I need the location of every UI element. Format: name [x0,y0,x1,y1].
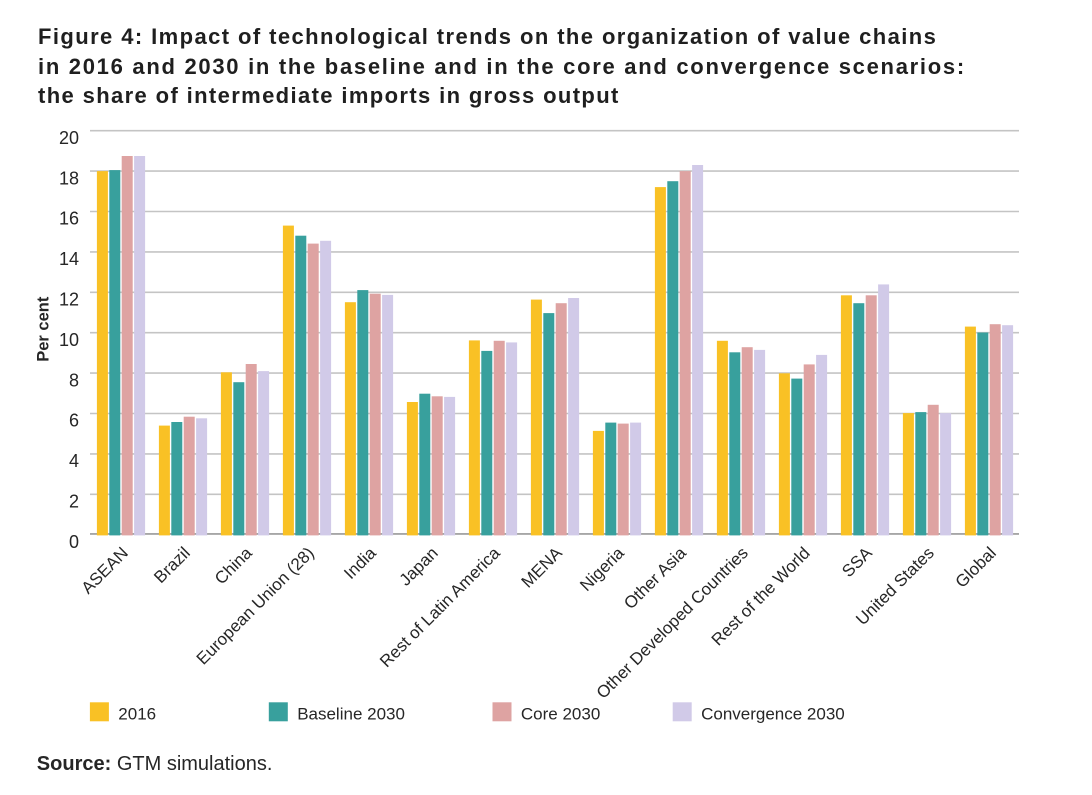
svg-text:ASEAN: ASEAN [78,543,132,597]
svg-text:10: 10 [59,330,79,350]
svg-text:8: 8 [69,370,79,390]
svg-text:Japan: Japan [396,543,442,589]
svg-text:0: 0 [69,532,79,552]
svg-text:2: 2 [69,492,79,512]
svg-text:16: 16 [59,209,79,229]
svg-text:Core 2030: Core 2030 [521,704,600,723]
svg-text:18: 18 [59,168,79,188]
svg-text:2016: 2016 [118,704,156,723]
svg-text:4: 4 [69,451,79,471]
svg-text:MENA: MENA [518,543,567,592]
svg-text:European Union (28): European Union (28) [193,543,318,668]
svg-text:14: 14 [59,249,79,269]
svg-text:Nigeria: Nigeria [576,543,628,595]
svg-text:20: 20 [59,128,79,148]
svg-text:Baseline 2030: Baseline 2030 [297,704,405,723]
svg-text:SSA: SSA [838,543,876,581]
svg-text:Global: Global [952,543,1000,591]
svg-text:12: 12 [59,290,79,310]
svg-text:Rest of Latin America: Rest of Latin America [376,543,504,671]
svg-text:India: India [340,543,380,583]
svg-text:6: 6 [69,411,79,431]
svg-text:Convergence 2030: Convergence 2030 [701,704,845,723]
svg-text:Per cent: Per cent [35,296,53,362]
svg-text:China: China [211,543,256,588]
svg-text:Brazil: Brazil [150,543,193,586]
